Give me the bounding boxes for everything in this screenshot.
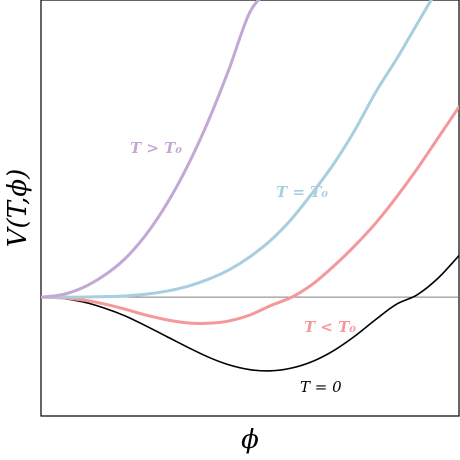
- plot-frame: [40, 0, 460, 417]
- series-label-3: T > T₀: [130, 139, 182, 157]
- series-label-2: T = T₀: [276, 183, 328, 201]
- y-axis-label: V(T,ϕ): [3, 169, 33, 248]
- series-label-0: T = 0: [300, 378, 342, 396]
- series-line-3: [41, 0, 261, 299]
- series-line-0: [41, 254, 459, 372]
- series-label-1: T < T₀: [304, 318, 356, 336]
- series-line-2: [41, 0, 433, 299]
- x-axis-label: ϕ: [241, 425, 259, 455]
- series-line-1: [41, 105, 459, 325]
